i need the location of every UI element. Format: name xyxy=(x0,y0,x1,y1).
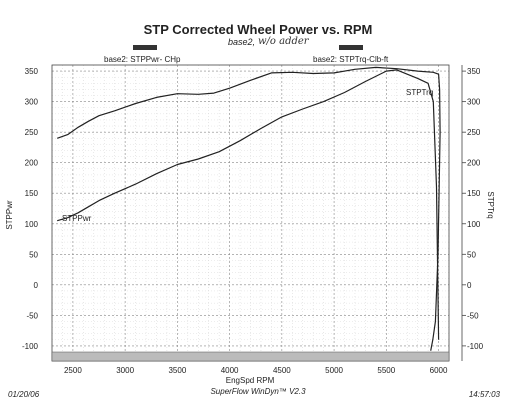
x-axis-band xyxy=(51,351,450,362)
handwritten-note: w/o adder xyxy=(258,36,310,47)
series-group xyxy=(57,66,441,351)
grid-lines xyxy=(51,65,450,352)
y-tick-label-left: 100 xyxy=(25,220,39,229)
tick-labels: 2500 3000 3500 4000 4500 5000 5500 600035030025… xyxy=(22,67,484,375)
y-tick-label-right: 50 xyxy=(467,250,476,259)
series-line-stptrq xyxy=(57,66,441,351)
y-tick-label-right: 150 xyxy=(467,189,481,198)
x-tick-label: 6000 xyxy=(430,366,448,375)
legend-label-power: base2: STPPwr- CHp xyxy=(104,55,181,64)
y-tick-label-left: 300 xyxy=(25,98,39,107)
y-tick-label-left: 250 xyxy=(25,128,39,137)
footer-time: 14:57:03 xyxy=(469,390,501,399)
y-tick-label-right: 250 xyxy=(467,128,481,137)
y-tick-label-left: 0 xyxy=(34,281,39,290)
legend-swatch-torque xyxy=(339,45,363,50)
y-tick-label-left: -100 xyxy=(22,342,39,351)
y-tick-label-left: 200 xyxy=(25,159,39,168)
x-tick-label: 5500 xyxy=(377,366,395,375)
x-tick-label: 2500 xyxy=(64,366,82,375)
y-tick-label-right: -50 xyxy=(467,311,479,320)
y-tick-label-right: 200 xyxy=(467,159,481,168)
y-tick-label-right: 300 xyxy=(467,98,481,107)
footer-date: 01/20/06 xyxy=(8,390,40,399)
y-tick-label-left: 150 xyxy=(25,189,39,198)
y-tick-label-right: -100 xyxy=(467,342,484,351)
legend-label-torque: base2: STPTrq-Clb-ft xyxy=(313,55,389,64)
x-tick-label: 5000 xyxy=(325,366,343,375)
x-axis-label: EngSpd RPM xyxy=(226,376,275,385)
y-tick-label-right: 0 xyxy=(467,281,472,290)
legend-swatch-power xyxy=(133,45,157,50)
x-tick-label: 4000 xyxy=(221,366,239,375)
y-tick-label-right: 350 xyxy=(467,67,481,76)
series-line-stppwr xyxy=(57,69,440,340)
x-tick-label: 3000 xyxy=(116,366,134,375)
series-label-power: STPPwr xyxy=(62,214,92,223)
x-tick-label: 3500 xyxy=(168,366,186,375)
chart-subtitle: base2, xyxy=(228,37,255,47)
y-tick-label-left: 50 xyxy=(29,250,38,259)
y-tick-label-left: 350 xyxy=(25,67,39,76)
y-axis-label-right: STPTrq xyxy=(486,191,495,218)
x-tick-label: 4500 xyxy=(273,366,291,375)
chart-title: STP Corrected Wheel Power vs. RPM xyxy=(144,22,373,37)
y-tick-label-right: 100 xyxy=(467,220,481,229)
y-axis-label-left: STPPwr xyxy=(5,200,14,230)
series-label-torque: STPTrq xyxy=(406,88,433,97)
y-tick-label-left: -50 xyxy=(26,311,38,320)
footer-software: SuperFlow WinDyn™ V2.3 xyxy=(210,387,306,396)
